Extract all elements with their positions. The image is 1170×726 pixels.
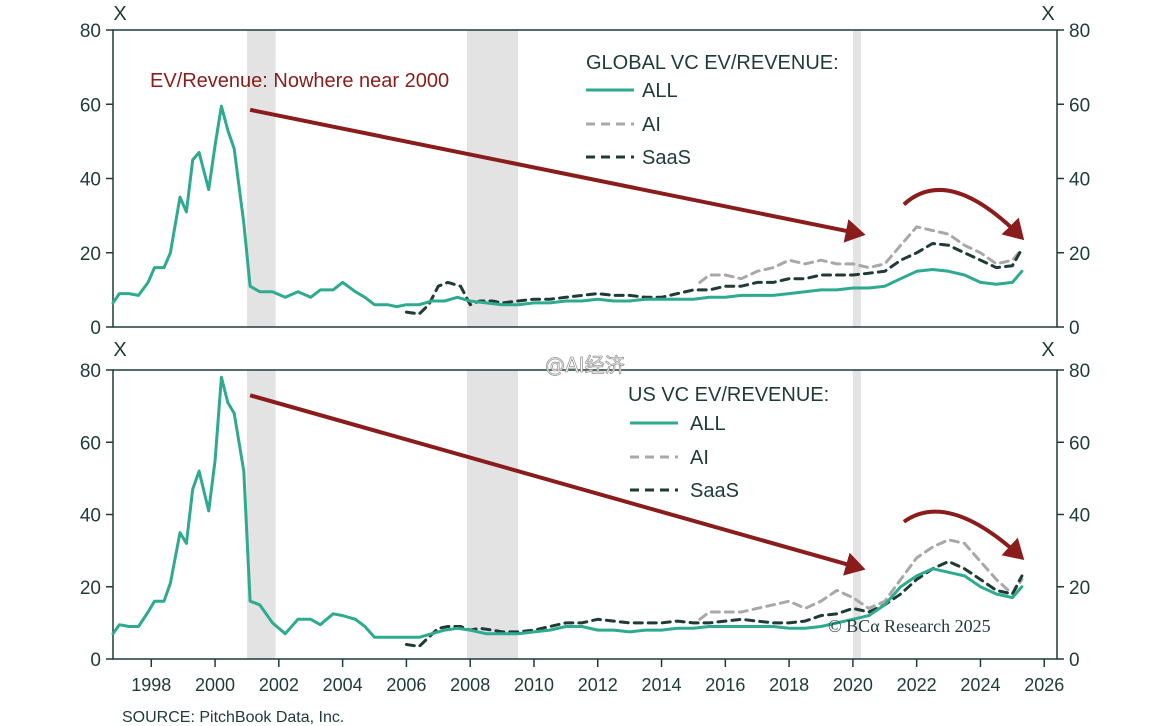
chart-annotation: EV/Revenue: Nowhere near 2000 [150,70,449,92]
legend-title: US VC EV/REVENUE: [628,384,829,406]
y-axis-ticks: 0 0 20 20 40 40 60 60 80 80 [80,21,1090,339]
x-tick-label: 2004 [323,675,363,695]
watermark: @AI经济 [545,353,625,377]
source-note: SOURCE: PitchBook Data, Inc. [122,709,344,726]
legend-label-ai: AI [690,447,709,469]
recession-shading [246,30,861,327]
series-line-ai [698,225,1024,284]
series-line-ai [698,538,1024,621]
y-tick-label-left: 60 [80,433,101,454]
legend-label-all: ALL [690,413,726,435]
y-tick-label-right: 0 [1069,318,1080,339]
trend-arrow [249,393,866,576]
y-tick-label-left: 40 [80,170,101,191]
recession-band-0 [246,30,276,327]
recession-band-0 [246,370,276,659]
trend-arrow [249,107,866,243]
y-tick-label-left: 80 [80,361,101,382]
legend: GLOBAL VC EV/REVENUE: ALL AI SaaS [586,52,839,169]
legend-label-all: ALL [642,80,678,102]
y-tick-label-right: 80 [1069,361,1090,382]
x-tick-label: 2002 [259,675,299,695]
annotation-arrows [249,393,1025,576]
y-unit-label-right: X [1041,3,1054,25]
legend: US VC EV/REVENUE: ALL AI SaaS [628,384,829,502]
y-tick-label-left: 40 [80,506,101,527]
x-tick-label: 2022 [897,675,937,695]
recession-band-1 [467,30,519,327]
y-unit-label-right: X [1041,339,1054,361]
y-tick-label-left: 20 [80,244,101,265]
y-tick-label-right: 40 [1069,170,1090,191]
x-tick-label: 2014 [642,675,682,695]
series-layer [111,375,1024,648]
x-axis-ticks: 1998 2000 2002 2004 2006 2008 2010 2012 2014 2016… [131,659,1064,695]
recession-band-2 [852,370,861,659]
legend-label-ai: AI [642,114,661,136]
legend-label-saas: SaaS [642,147,691,169]
y-axis-ticks: 0 0 20 20 40 40 60 60 80 80 [80,361,1090,671]
y-unit-label-left: X [113,339,126,361]
x-tick-label: 2018 [769,675,809,695]
copyright-notice: © BCα Research 2025 [828,616,991,636]
y-tick-label-left: 0 [90,318,101,339]
x-tick-label: 2026 [1024,675,1064,695]
series-line-saas [404,560,1024,648]
y-tick-label-right: 20 [1069,578,1090,599]
series-layer [111,104,1024,316]
y-tick-label-right: 40 [1069,506,1090,527]
y-tick-label-right: 0 [1069,650,1080,671]
curved-arrow [902,188,1025,241]
x-tick-label: 2016 [705,675,745,695]
recession-band-2 [852,30,861,327]
legend-title: GLOBAL VC EV/REVENUE: [586,52,839,74]
x-tick-label: 2020 [833,675,873,695]
x-tick-label: 1998 [131,675,171,695]
x-tick-label: 2010 [514,675,554,695]
y-tick-label-left: 20 [80,578,101,599]
recession-shading [246,370,861,659]
y-tick-label-left: 60 [80,95,101,116]
y-tick-label-left: 80 [80,21,101,42]
series-line-all [111,104,1024,309]
x-tick-label: 2006 [386,675,426,695]
series-line-all [111,375,1024,639]
legend-label-saas: SaaS [690,480,739,502]
y-tick-label-right: 20 [1069,244,1090,265]
y-tick-label-right: 80 [1069,21,1090,42]
x-tick-label: 2000 [195,675,235,695]
recession-band-1 [467,370,519,659]
x-tick-label: 2024 [960,675,1000,695]
x-tick-label: 2012 [578,675,618,695]
y-tick-label-left: 0 [90,650,101,671]
y-tick-label-right: 60 [1069,95,1090,116]
global-chart-panel: X X 0 0 20 20 40 40 60 60 80 80 EV/Revenue: Nowhe… [80,3,1090,339]
y-tick-label-right: 60 [1069,433,1090,454]
annotation-arrows [249,107,1025,243]
curved-arrow [902,509,1025,561]
x-tick-label: 2008 [450,675,490,695]
y-unit-label-left: X [113,3,126,25]
